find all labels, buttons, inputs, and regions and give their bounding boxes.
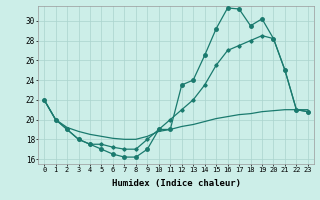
X-axis label: Humidex (Indice chaleur): Humidex (Indice chaleur): [111, 179, 241, 188]
